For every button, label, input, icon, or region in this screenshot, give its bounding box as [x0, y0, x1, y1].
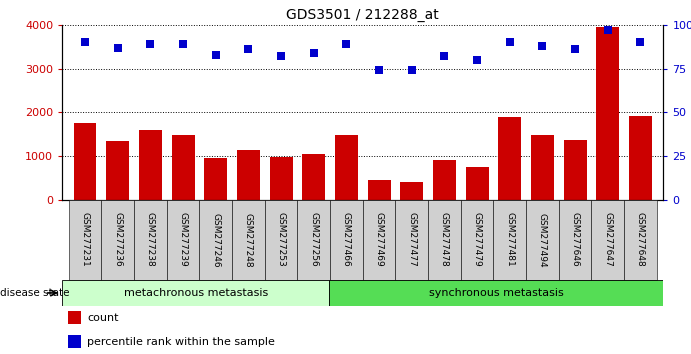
Point: [504, 40, 515, 45]
Bar: [139, 130, 162, 200]
Bar: [237, 150, 260, 200]
Bar: [232, 200, 265, 280]
Bar: [106, 141, 129, 200]
Title: GDS3501 / 212288_at: GDS3501 / 212288_at: [286, 8, 439, 22]
Text: GSM277239: GSM277239: [178, 212, 187, 267]
Text: GSM277248: GSM277248: [244, 212, 253, 267]
Text: GSM277646: GSM277646: [571, 212, 580, 267]
Text: GSM277481: GSM277481: [505, 212, 514, 267]
Bar: [624, 200, 657, 280]
Text: GSM277648: GSM277648: [636, 212, 645, 267]
Point: [537, 43, 548, 48]
Point: [406, 68, 417, 73]
Bar: [303, 154, 325, 200]
Point: [439, 53, 450, 59]
Bar: [433, 160, 456, 200]
Bar: [498, 117, 521, 200]
Text: disease state: disease state: [0, 288, 70, 298]
Text: GSM277231: GSM277231: [81, 212, 90, 267]
Bar: [205, 158, 227, 200]
Bar: [68, 311, 82, 324]
Bar: [330, 200, 363, 280]
Point: [210, 52, 221, 57]
Bar: [335, 135, 358, 200]
Point: [112, 45, 123, 50]
Bar: [134, 200, 167, 280]
Bar: [493, 200, 526, 280]
Bar: [461, 200, 493, 280]
Text: GSM277647: GSM277647: [603, 212, 612, 267]
Point: [145, 41, 156, 47]
Bar: [68, 200, 102, 280]
Bar: [265, 200, 297, 280]
Bar: [74, 123, 97, 200]
Text: GSM277253: GSM277253: [276, 212, 285, 267]
Point: [243, 46, 254, 52]
Bar: [330, 280, 663, 306]
Point: [603, 27, 614, 33]
Point: [178, 41, 189, 47]
Text: GSM277466: GSM277466: [342, 212, 351, 267]
Bar: [629, 116, 652, 200]
Point: [341, 41, 352, 47]
Text: GSM277236: GSM277236: [113, 212, 122, 267]
Bar: [596, 27, 619, 200]
Bar: [564, 139, 587, 200]
Point: [635, 40, 646, 45]
Text: synchronous metastasis: synchronous metastasis: [429, 288, 564, 298]
Bar: [400, 182, 423, 200]
Bar: [466, 167, 489, 200]
Point: [308, 50, 319, 56]
Point: [276, 53, 287, 59]
Bar: [526, 200, 559, 280]
Bar: [102, 200, 134, 280]
Bar: [297, 200, 330, 280]
Point: [471, 57, 482, 63]
Text: GSM277256: GSM277256: [310, 212, 319, 267]
Bar: [269, 157, 292, 200]
Bar: [531, 135, 554, 200]
Text: percentile rank within the sample: percentile rank within the sample: [88, 337, 275, 347]
Bar: [167, 200, 200, 280]
Bar: [591, 200, 624, 280]
Point: [374, 68, 385, 73]
Text: GSM277246: GSM277246: [211, 212, 220, 267]
Text: GSM277469: GSM277469: [375, 212, 384, 267]
Text: GSM277494: GSM277494: [538, 212, 547, 267]
Bar: [428, 200, 461, 280]
Text: GSM277479: GSM277479: [473, 212, 482, 267]
Bar: [200, 200, 232, 280]
Text: GSM277238: GSM277238: [146, 212, 155, 267]
Bar: [363, 200, 395, 280]
Text: GSM277478: GSM277478: [440, 212, 449, 267]
Text: count: count: [88, 313, 119, 323]
Bar: [171, 135, 194, 200]
Text: metachronous metastasis: metachronous metastasis: [124, 288, 268, 298]
Bar: [368, 180, 390, 200]
Bar: [68, 335, 82, 348]
Text: GSM277477: GSM277477: [407, 212, 416, 267]
Bar: [395, 200, 428, 280]
Bar: [559, 200, 591, 280]
Point: [79, 40, 91, 45]
Point: [569, 46, 580, 52]
Bar: [62, 280, 330, 306]
